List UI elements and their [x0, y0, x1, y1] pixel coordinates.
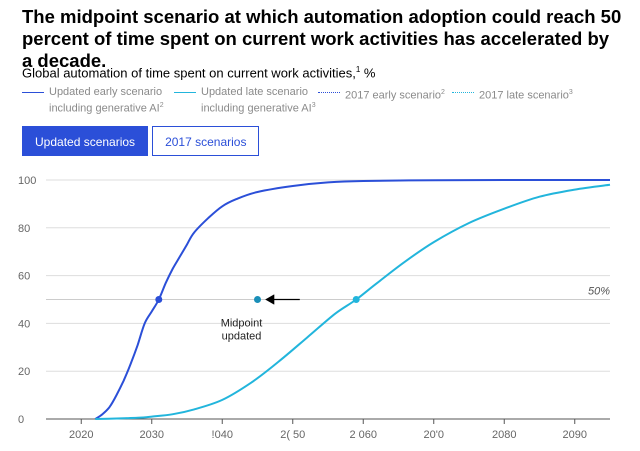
legend-footnote-2017-late: 3: [568, 89, 573, 96]
y-tick-label-100: 100: [18, 175, 36, 187]
legend-label-2017-early: 2017 early scenario: [345, 89, 442, 102]
subtitle-unit: %: [360, 65, 376, 81]
legend-footnote-updated-late: 3: [311, 102, 316, 109]
x-tick-label-2020: 2020: [69, 429, 93, 441]
x-tick-label-2050: 2( 50: [280, 429, 305, 441]
x-tick-label-2070: 20'0: [424, 429, 444, 441]
y-tick-label-40: 40: [18, 318, 30, 330]
legend-swatch-2017-late: [452, 92, 474, 93]
x-tick-label-2090: 2090: [563, 429, 587, 441]
midpoint-dot-updated-early: [155, 296, 163, 303]
legend-label-updated-late: Updated late scenario including generati…: [201, 86, 312, 115]
legend-item-updated-early: Updated early scenario including generat…: [22, 86, 164, 116]
y-tick-label-80: 80: [18, 223, 30, 235]
legend-label-2017-late: 2017 late scenario: [479, 89, 569, 102]
legend-item-2017-late: 2017 late scenario3: [452, 86, 573, 103]
subtitle-text: Global automation of time spent on curre…: [22, 65, 356, 81]
scenario-tabs: Updated scenarios 2017 scenarios: [22, 126, 260, 156]
tab-updated-scenarios[interactable]: Updated scenarios: [22, 126, 149, 156]
legend-swatch-updated-early: [22, 92, 44, 93]
line-chart: 0 20 40 60 80 100 2020 2030 !040 2( 50 2 060 20'0 20…: [18, 175, 611, 441]
legend-label-updated-early: Updated early scenario including generat…: [49, 86, 163, 115]
legend-swatch-2017-early: [318, 92, 340, 93]
annotation-text-line1: Midpoint: [221, 318, 263, 330]
legend-footnote-updated-early: 2: [159, 102, 164, 109]
y-tick-label-20: 20: [18, 366, 30, 378]
tab-2017-scenarios[interactable]: 2017 scenarios: [152, 126, 260, 156]
legend-item-updated-late: Updated late scenario including generati…: [174, 86, 316, 116]
chart-subtitle: Global automation of time spent on curre…: [22, 65, 375, 80]
legend-swatch-updated-late: [174, 92, 196, 93]
legend-item-2017-early: 2017 early scenario2: [318, 86, 445, 103]
headline: The midpoint scenario at which automatio…: [22, 6, 622, 71]
y-tick-label-60: 60: [18, 271, 30, 283]
midpoint-dot-updated-late: [352, 296, 360, 303]
x-tick-label-2040: !040: [212, 429, 233, 441]
x-tick-label-2030: 2030: [140, 429, 164, 441]
series-line-updated-late: [95, 183, 611, 420]
legend-footnote-2017-early: 2: [441, 89, 445, 96]
reference-line-label: 50%: [588, 286, 610, 298]
subtitle-footnote: 1: [355, 65, 361, 74]
series-line-updated-early: [94, 179, 610, 420]
x-tick-label-2080: 2080: [492, 429, 516, 441]
y-tick-label-0: 0: [18, 414, 24, 426]
x-tick-label-2060: 2 060: [349, 429, 377, 441]
midpoint-annotation-dot: [254, 296, 261, 303]
annotation-text-line2: updated: [222, 331, 262, 343]
